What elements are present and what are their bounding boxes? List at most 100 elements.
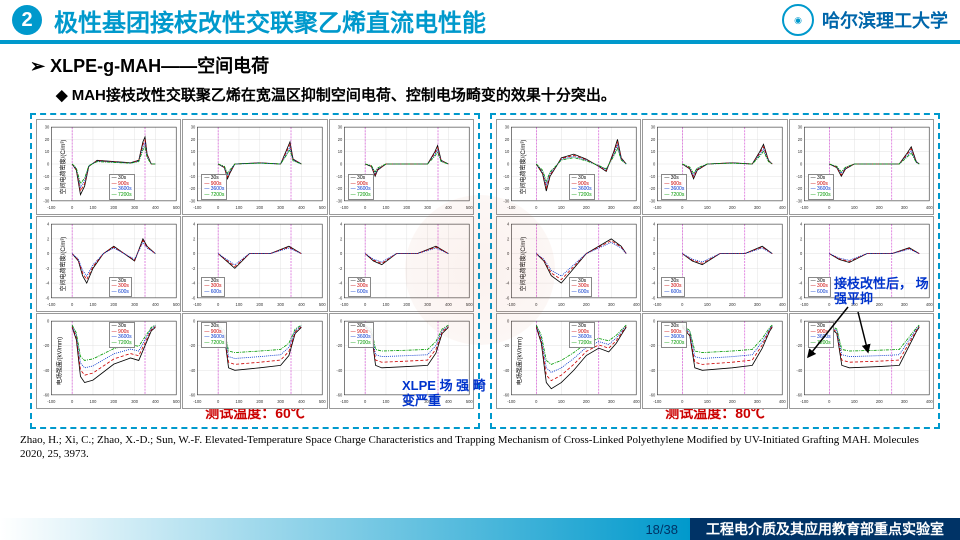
svg-text:-100: -100: [47, 399, 56, 404]
svg-text:0: 0: [193, 319, 196, 324]
svg-text:-60: -60: [796, 393, 803, 398]
svg-text:100: 100: [382, 302, 390, 307]
svg-text:-100: -100: [340, 205, 349, 210]
svg-text:500: 500: [173, 399, 181, 404]
svg-text:300: 300: [424, 302, 432, 307]
svg-text:-100: -100: [194, 399, 203, 404]
svg-text:-30: -30: [650, 198, 657, 203]
svg-text:300: 300: [608, 399, 616, 404]
university-name: 哈尔滨理工大学: [822, 7, 948, 33]
svg-text:20: 20: [505, 137, 510, 142]
chart-cell: -1000100200300400-60-40-200— 30s— 900s— …: [642, 313, 787, 409]
chart-cell: -1000100200300400500-60-40-200— 30s— 900…: [36, 313, 181, 409]
svg-text:-20: -20: [190, 343, 197, 348]
svg-text:100: 100: [236, 302, 244, 307]
annotation-1: XLPE 场 强 畸变严重: [402, 378, 487, 409]
svg-text:200: 200: [403, 205, 411, 210]
svg-text:-10: -10: [43, 174, 50, 179]
svg-text:30: 30: [505, 125, 510, 130]
svg-text:100: 100: [704, 302, 712, 307]
svg-text:-20: -20: [190, 186, 197, 191]
svg-text:0: 0: [364, 399, 367, 404]
svg-text:0: 0: [682, 302, 685, 307]
svg-text:100: 100: [558, 302, 566, 307]
svg-text:300: 300: [278, 205, 286, 210]
svg-text:-4: -4: [192, 281, 196, 286]
svg-text:30: 30: [797, 125, 802, 130]
svg-text:200: 200: [729, 302, 737, 307]
svg-text:0: 0: [340, 251, 343, 256]
lab-name: 工程电介质及其应用教育部重点实验室: [690, 518, 960, 540]
svg-text:-20: -20: [796, 186, 803, 191]
svg-text:-40: -40: [503, 368, 510, 373]
svg-text:10: 10: [505, 149, 510, 154]
svg-text:-60: -60: [190, 393, 197, 398]
svg-text:0: 0: [828, 302, 831, 307]
svg-text:0: 0: [340, 319, 343, 324]
svg-text:300: 300: [278, 399, 286, 404]
svg-text:400: 400: [298, 399, 306, 404]
svg-text:500: 500: [465, 205, 473, 210]
svg-text:500: 500: [319, 399, 327, 404]
svg-text:20: 20: [337, 137, 342, 142]
svg-text:0: 0: [535, 302, 538, 307]
svg-text:100: 100: [382, 399, 390, 404]
svg-text:100: 100: [90, 302, 98, 307]
chart-cell: -1000100200300400-6-4-2024— 30s— 300s— 6…: [496, 216, 641, 312]
svg-text:10: 10: [337, 149, 342, 154]
svg-text:20: 20: [651, 137, 656, 142]
svg-text:0: 0: [653, 251, 656, 256]
svg-text:0: 0: [800, 162, 803, 167]
svg-text:2: 2: [47, 237, 50, 242]
svg-text:-100: -100: [654, 302, 663, 307]
svg-text:-30: -30: [336, 198, 343, 203]
svg-text:200: 200: [729, 205, 737, 210]
svg-text:10: 10: [45, 149, 50, 154]
section-badge: 2: [12, 5, 42, 35]
svg-text:-2: -2: [798, 266, 802, 271]
svg-text:-6: -6: [192, 296, 196, 301]
svg-text:-10: -10: [503, 174, 510, 179]
svg-text:-30: -30: [503, 198, 510, 203]
svg-text:0: 0: [193, 251, 196, 256]
svg-text:-4: -4: [652, 281, 656, 286]
svg-text:-10: -10: [796, 174, 803, 179]
svg-text:400: 400: [633, 205, 641, 210]
chart-cell: -1000100200300400-30-20-100102030— 30s— …: [789, 119, 934, 215]
svg-text:200: 200: [729, 399, 737, 404]
svg-text:400: 400: [298, 205, 306, 210]
svg-text:-100: -100: [194, 302, 203, 307]
svg-text:-100: -100: [340, 399, 349, 404]
svg-text:-100: -100: [507, 302, 516, 307]
svg-text:30: 30: [337, 125, 342, 130]
svg-text:-60: -60: [503, 393, 510, 398]
svg-text:300: 300: [424, 205, 432, 210]
svg-text:-10: -10: [336, 174, 343, 179]
svg-text:2: 2: [653, 237, 656, 242]
chart-cell: -1000100200300400500-6-4-2024— 30s— 300s…: [329, 216, 474, 312]
svg-text:400: 400: [152, 399, 160, 404]
svg-text:-100: -100: [47, 302, 56, 307]
svg-text:200: 200: [110, 205, 118, 210]
svg-text:-100: -100: [800, 205, 809, 210]
svg-text:300: 300: [608, 302, 616, 307]
svg-text:4: 4: [340, 222, 343, 227]
chart-cell: -1000100200300400500-30-20-100102030— 30…: [329, 119, 474, 215]
svg-text:500: 500: [173, 205, 181, 210]
svg-text:0: 0: [682, 205, 685, 210]
svg-text:-2: -2: [338, 266, 342, 271]
svg-text:400: 400: [152, 205, 160, 210]
svg-text:-20: -20: [43, 343, 50, 348]
svg-text:-40: -40: [796, 368, 803, 373]
svg-text:200: 200: [876, 399, 884, 404]
svg-text:0: 0: [217, 205, 220, 210]
page-number: 18/38: [0, 518, 690, 540]
chart-cell: -1000100200300400500-30-20-100102030— 30…: [36, 119, 181, 215]
svg-text:500: 500: [173, 302, 181, 307]
svg-text:0: 0: [47, 319, 50, 324]
svg-text:2: 2: [800, 237, 803, 242]
svg-text:-20: -20: [650, 343, 657, 348]
svg-text:-20: -20: [503, 343, 510, 348]
svg-text:4: 4: [653, 222, 656, 227]
svg-text:30: 30: [45, 125, 50, 130]
